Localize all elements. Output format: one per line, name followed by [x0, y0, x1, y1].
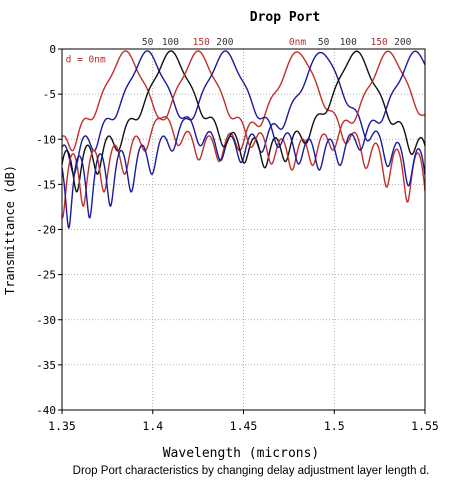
y-tick-label: -35 — [36, 359, 56, 372]
axis-ticks: 0 -5 -10 -15 -20 -25 -30 -35 -40 1.35 1.4 1.45 1.5 1.… — [36, 43, 439, 433]
series-line-2 — [61, 50, 426, 187]
y-tick-label: -25 — [36, 269, 56, 282]
y-tick-label: -20 — [36, 224, 56, 237]
chart-title: Drop Port — [250, 10, 320, 25]
annotation-label: d = 0nm — [66, 55, 106, 66]
y-tick-label: 0 — [49, 43, 56, 56]
y-tick-label: -40 — [36, 404, 56, 417]
y-axis-label: Transmittance (dB) — [3, 165, 17, 295]
series-line-4 — [61, 50, 426, 220]
annotation-label: 200 — [394, 37, 411, 48]
annotations: d = 0nm 50 100 150 200 0nm 50 100 150 200 — [66, 37, 412, 66]
annotation-label: 150 — [193, 37, 210, 48]
annotation-label: 0nm — [289, 37, 306, 48]
x-tick-label: 1.5 — [324, 419, 345, 433]
annotation-label: 50 — [318, 37, 330, 48]
x-axis-label: Wavelength (microns) — [163, 446, 320, 461]
series-line-1 — [61, 50, 426, 203]
x-tick-label: 1.45 — [230, 419, 258, 433]
annotation-label: 150 — [371, 37, 388, 48]
annotation-label: 100 — [162, 37, 179, 48]
annotation-label: 200 — [216, 37, 233, 48]
x-tick-label: 1.4 — [142, 419, 163, 433]
figure-caption: Drop Port characteristics by changing de… — [73, 465, 430, 477]
x-tick-label: 1.55 — [411, 419, 439, 433]
y-tick-label: -15 — [36, 178, 56, 191]
grid-lines — [62, 49, 425, 410]
x-tick-label: 1.35 — [48, 419, 76, 433]
series-lines — [61, 50, 426, 230]
series-line-5 — [61, 50, 426, 230]
series-line-3 — [61, 50, 426, 193]
y-tick-label: -5 — [43, 88, 56, 101]
annotation-label: 50 — [142, 37, 154, 48]
annotation-label: 100 — [340, 37, 357, 48]
y-tick-label: -10 — [36, 133, 56, 146]
y-tick-label: -30 — [36, 314, 56, 327]
